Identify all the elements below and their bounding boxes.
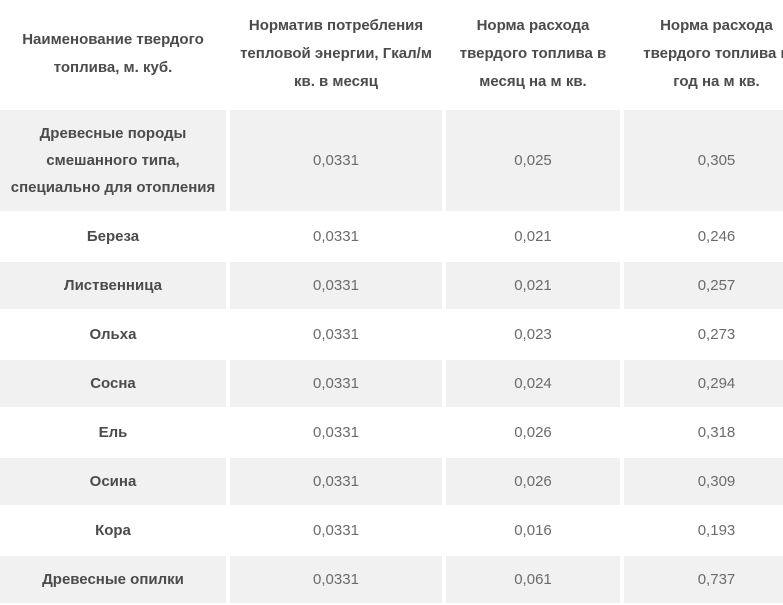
heat-norm-cell: 0,0331 [230,360,442,407]
heat-norm-cell: 0,0331 [230,458,442,505]
month-rate-cell: 0,024 [446,360,620,407]
month-rate-cell: 0,025 [446,110,620,211]
table-row: Кора 0,0331 0,016 0,193 [0,507,783,554]
fuel-name-cell: Ель [0,409,226,456]
fuel-name-cell: Ольха [0,311,226,358]
heat-norm-cell: 0,0331 [230,507,442,554]
month-rate-cell: 0,061 [446,556,620,603]
fuel-name-cell: Сосна [0,360,226,407]
year-rate-cell: 0,318 [624,409,783,456]
heat-norm-cell: 0,0331 [230,262,442,309]
heat-norm-cell: 0,0331 [230,110,442,211]
column-header-year-rate: Норма расхода твердого топлива в год на … [624,0,783,108]
table-row: Осина 0,0331 0,026 0,309 [0,458,783,505]
year-rate-cell: 0,294 [624,360,783,407]
fuel-name-cell: Древесные опилки [0,556,226,603]
month-rate-cell: 0,016 [446,507,620,554]
year-rate-cell: 0,273 [624,311,783,358]
month-rate-cell: 0,021 [446,262,620,309]
year-rate-cell: 0,246 [624,213,783,260]
year-rate-cell: 0,305 [624,110,783,211]
column-header-heat-norm: Норматив потребления тепловой энергии, Г… [230,0,442,108]
month-rate-cell: 0,026 [446,409,620,456]
year-rate-cell: 0,737 [624,556,783,603]
heat-norm-cell: 0,0331 [230,213,442,260]
year-rate-cell: 0,309 [624,458,783,505]
table-row: Древесные породы смешанного типа, специа… [0,110,783,211]
header-row: Наименование твердого топлива, м. куб. Н… [0,0,783,108]
month-rate-cell: 0,021 [446,213,620,260]
month-rate-cell: 0,023 [446,311,620,358]
fuel-name-cell: Кора [0,507,226,554]
fuel-name-cell: Древесные породы смешанного типа, специа… [0,110,226,211]
fuel-name-cell: Осина [0,458,226,505]
table-row: Сосна 0,0331 0,024 0,294 [0,360,783,407]
table-row: Лиственница 0,0331 0,021 0,257 [0,262,783,309]
fuel-name-cell: Лиственница [0,262,226,309]
heat-norm-cell: 0,0331 [230,311,442,358]
table-row: Древесные опилки 0,0331 0,061 0,737 [0,556,783,603]
column-header-month-rate: Норма расхода твердого топлива в месяц н… [446,0,620,108]
year-rate-cell: 0,257 [624,262,783,309]
table-row: Ольха 0,0331 0,023 0,273 [0,311,783,358]
heat-norm-cell: 0,0331 [230,556,442,603]
month-rate-cell: 0,026 [446,458,620,505]
table-row: Ель 0,0331 0,026 0,318 [0,409,783,456]
column-header-fuel-name: Наименование твердого топлива, м. куб. [0,0,226,108]
heat-norm-cell: 0,0331 [230,409,442,456]
year-rate-cell: 0,193 [624,507,783,554]
fuel-name-cell: Береза [0,213,226,260]
table-row: Береза 0,0331 0,021 0,246 [0,213,783,260]
